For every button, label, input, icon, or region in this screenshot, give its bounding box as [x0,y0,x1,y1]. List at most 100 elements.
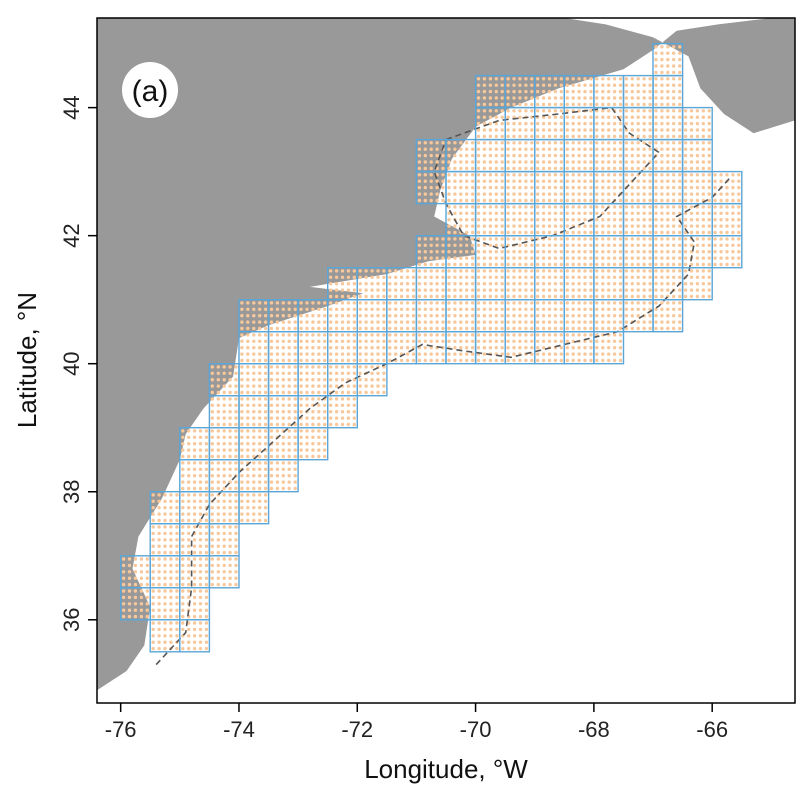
sample-point [275,333,280,337]
sample-point [583,230,587,235]
sample-point [476,320,481,324]
sample-point [258,499,262,503]
sample-point [175,512,179,516]
sample-point [672,173,676,177]
sample-point [524,326,528,331]
sample-point [275,397,280,401]
sample-point [133,570,138,574]
sample-point [465,307,469,311]
sample-point [258,301,262,305]
sample-point [346,422,351,427]
sample-point [695,275,700,279]
sample-point [648,269,652,273]
sample-point [553,185,558,190]
sample-point [470,230,475,235]
sample-point [258,493,262,497]
sample-point [589,352,593,356]
sample-point [216,378,220,382]
sample-point [536,128,540,132]
sample-point [683,153,688,158]
sample-point [465,243,469,247]
sample-point [246,512,250,516]
sample-point [275,480,280,484]
sample-point [595,198,599,203]
sample-point [323,410,327,414]
sample-point [222,461,226,465]
sample-point [370,320,374,324]
sample-point [553,205,558,209]
sample-point [630,294,634,299]
sample-point [612,256,617,260]
sample-point [334,346,339,350]
sample-point [683,250,688,254]
sample-point [346,403,351,407]
sample-point [725,192,729,196]
sample-point [222,499,226,503]
sample-point [287,403,291,407]
sample-point [589,173,593,177]
sample-point [577,147,581,151]
sample-point [624,288,629,292]
sample-point [500,77,504,81]
sample-point [488,307,493,311]
sample-point [364,282,368,286]
sample-point [636,218,640,222]
sample-point [595,237,599,241]
sample-point [352,326,356,331]
sample-point [187,454,191,459]
sample-point [476,77,481,81]
sample-point [470,320,475,324]
sample-point [352,288,356,292]
sample-point [252,467,256,471]
sample-point [187,627,191,632]
sample-point [482,250,487,254]
sample-point [701,250,705,254]
sample-point [601,77,605,81]
sample-point [352,365,356,369]
sample-point [263,429,268,433]
sample-point [459,153,463,158]
sample-point [287,448,291,452]
sample-point [192,627,197,632]
sample-point [500,96,504,100]
sample-point [210,384,214,388]
sample-point [683,166,688,171]
sample-point [636,326,640,331]
sample-point [222,576,226,580]
sample-point [275,461,280,465]
sample-point [376,378,380,382]
sample-point [163,595,167,600]
sample-point [642,205,646,209]
sample-point [281,333,285,337]
sample-point [500,115,504,119]
sample-point [240,454,244,459]
sample-point [127,563,132,568]
sample-point [500,352,504,356]
sample-point [695,160,700,164]
sample-point [518,205,522,209]
sample-point [329,384,333,388]
sample-point [583,89,587,94]
sample-point [494,83,498,87]
sample-point [234,486,238,491]
sample-point [234,531,238,536]
sample-point [175,621,179,625]
sample-point [246,429,250,433]
sample-point [169,602,173,606]
sample-point [476,141,481,145]
sample-point [222,448,226,452]
sample-point [672,237,676,241]
sample-point [707,224,711,228]
sample-point [234,371,238,375]
sample-point [269,371,274,375]
sample-point [234,563,238,568]
sample-point [494,262,498,267]
sample-point [607,96,611,100]
sample-point [323,442,327,446]
sample-point [612,115,617,119]
sample-point [329,339,333,343]
sample-point [536,224,540,228]
sample-point [648,134,652,139]
sample-point [423,358,427,363]
sample-point [553,77,558,81]
